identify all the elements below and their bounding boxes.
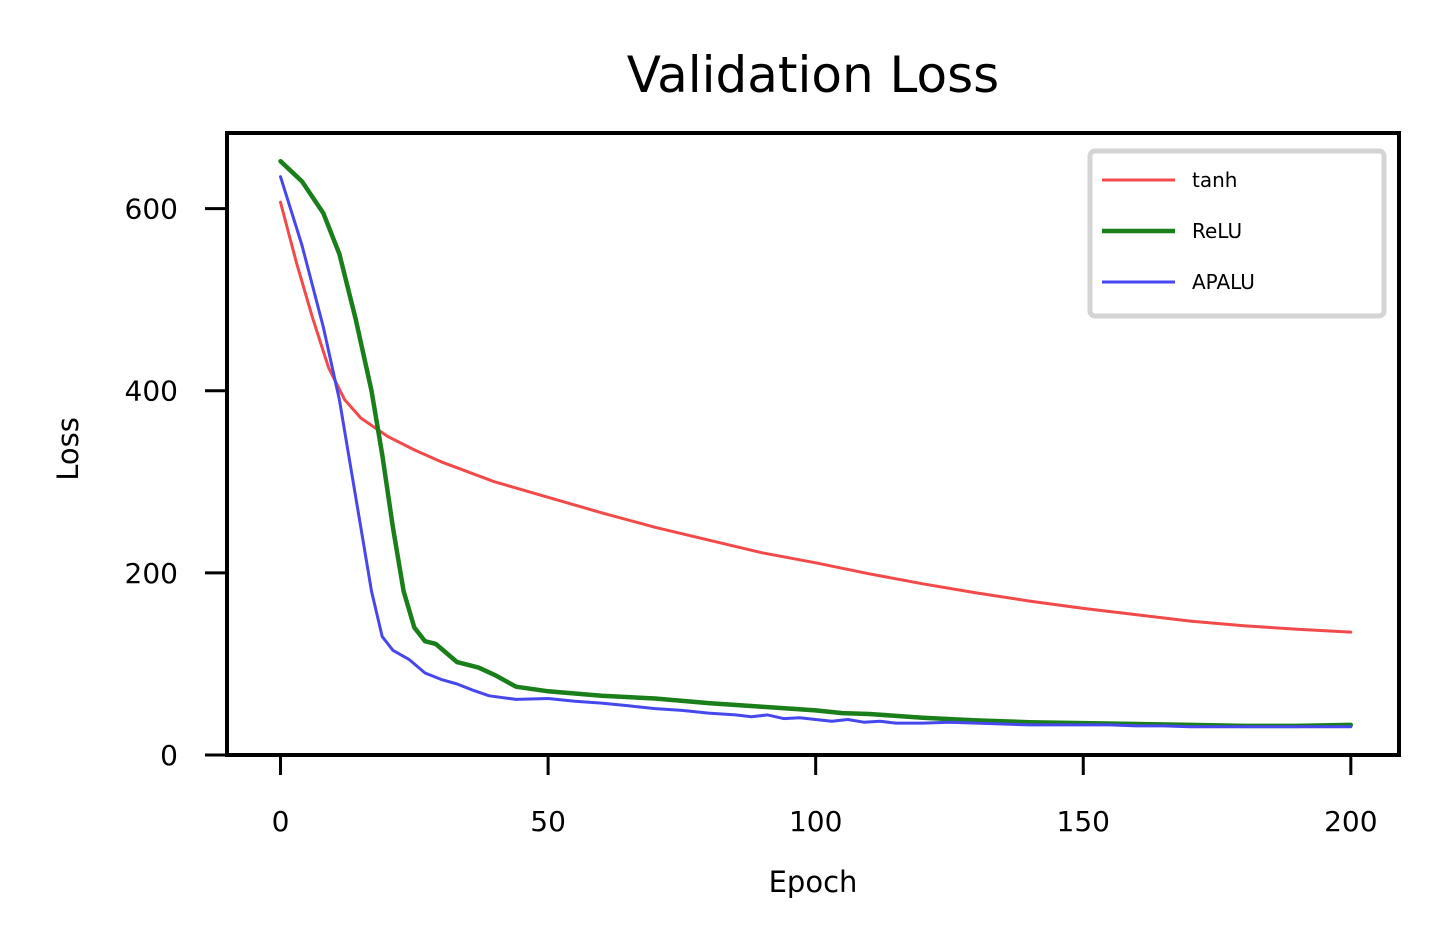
x-tick-label: 100	[789, 805, 842, 838]
y-ticks: 0 200 400 600	[125, 193, 227, 772]
x-tick-label: 0	[272, 805, 290, 838]
x-tick-label: 150	[1057, 805, 1110, 838]
x-ticks: 0 50 100 150 200	[272, 755, 1378, 838]
y-tick-label: 0	[160, 739, 178, 772]
y-axis-label: Loss	[51, 417, 85, 481]
legend: tanh ReLU APALU	[1087, 148, 1387, 319]
legend-label-apalu: APALU	[1192, 270, 1255, 294]
y-tick-label: 400	[125, 375, 178, 408]
plot-frame	[225, 131, 1401, 757]
x-axis-label: Epoch	[769, 865, 858, 899]
y-tick-label: 200	[125, 557, 178, 590]
legend-box	[1087, 148, 1387, 319]
chart-title: Validation Loss	[627, 46, 999, 104]
series-line-relu	[278, 158, 1354, 729]
series-layer	[278, 158, 1354, 729]
legend-label-tanh: tanh	[1192, 168, 1237, 192]
x-tick-label: 200	[1324, 805, 1377, 838]
x-tick-label: 50	[530, 805, 566, 838]
y-tick-label: 600	[125, 193, 178, 226]
series-line-apalu	[279, 175, 1353, 729]
series-line-tanh	[279, 200, 1353, 634]
legend-label-relu: ReLU	[1192, 219, 1242, 243]
